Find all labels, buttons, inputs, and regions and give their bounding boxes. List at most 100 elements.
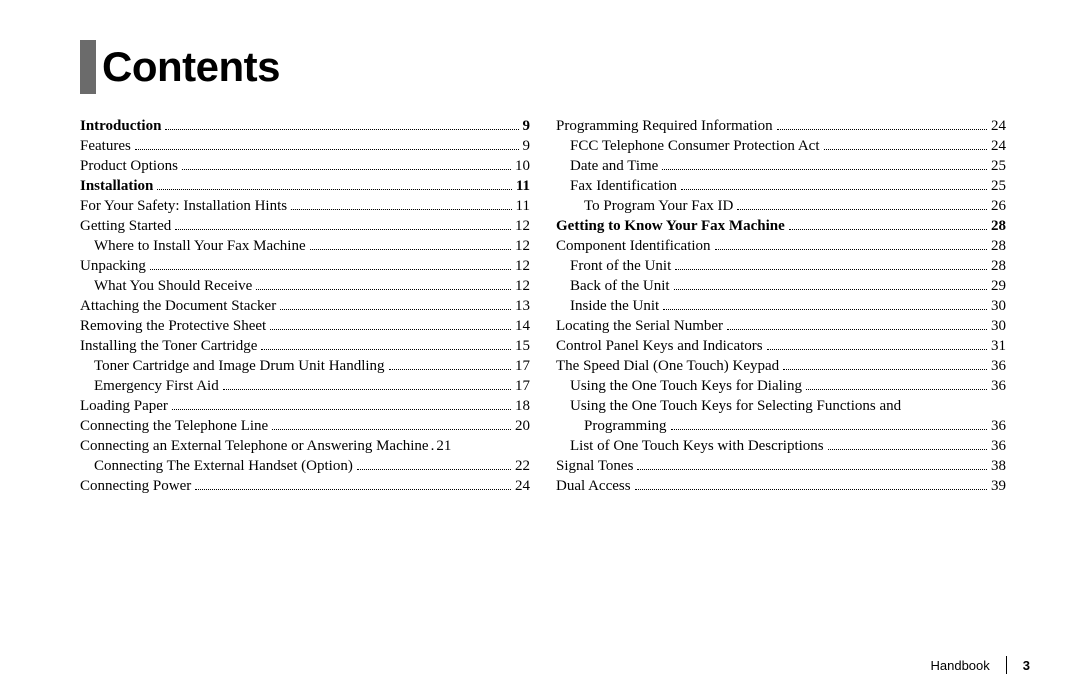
toc-leader-dots — [737, 200, 987, 210]
toc-label: Toner Cartridge and Image Drum Unit Hand… — [94, 356, 385, 376]
toc-label: FCC Telephone Consumer Protection Act — [570, 136, 820, 156]
footer-label: Handbook — [930, 658, 989, 673]
toc-leader-dots — [150, 260, 511, 270]
toc-leader-dots — [777, 120, 987, 130]
title-block: Contents — [80, 40, 1030, 94]
toc-entry: Programming36 — [556, 416, 1006, 436]
toc-leader-dots — [261, 340, 511, 350]
toc-leader-dots — [727, 320, 987, 330]
toc-page: 12 — [515, 256, 530, 276]
toc-entry: List of One Touch Keys with Descriptions… — [556, 436, 1006, 456]
toc-column-left: Introduction9Features9Product Options10I… — [80, 116, 530, 496]
toc-page: 13 — [515, 296, 530, 316]
toc-entry: To Program Your Fax ID26 — [556, 196, 1006, 216]
toc-label: Loading Paper — [80, 396, 168, 416]
toc-label: Installing the Toner Cartridge — [80, 336, 257, 356]
toc-label: Control Panel Keys and Indicators — [556, 336, 763, 356]
toc-entry: For Your Safety: Installation Hints11 — [80, 196, 530, 216]
toc-leader-dots — [280, 300, 511, 310]
toc-page: 36 — [991, 416, 1006, 436]
toc-page: 12 — [515, 276, 530, 296]
toc-label: For Your Safety: Installation Hints — [80, 196, 287, 216]
toc-label: Using the One Touch Keys for Selecting F… — [570, 396, 901, 416]
toc-entry: Getting Started12 — [80, 216, 530, 236]
toc-page: 28 — [991, 236, 1006, 256]
toc-leader-dots — [310, 240, 511, 250]
toc-page: 28 — [991, 256, 1006, 276]
toc-page: 22 — [515, 456, 530, 476]
toc-label: Back of the Unit — [570, 276, 670, 296]
page: Contents Introduction9Features9Product O… — [0, 0, 1080, 698]
toc-leader-dots — [135, 140, 519, 150]
toc-page: 24 — [991, 136, 1006, 156]
toc-entry: Dual Access 39 — [556, 476, 1006, 496]
toc-page: 10 — [515, 156, 530, 176]
toc-leader-dots — [783, 360, 987, 370]
toc-leader-dots — [789, 220, 987, 230]
toc-entry: Connecting The External Handset (Option)… — [80, 456, 530, 476]
toc-leader-dots — [256, 280, 511, 290]
toc-label: List of One Touch Keys with Descriptions — [570, 436, 824, 456]
toc-section-heading: Installation11 — [80, 176, 530, 196]
toc-label: The Speed Dial (One Touch) Keypad — [556, 356, 779, 376]
toc-entry: Connecting an External Telephone or Answ… — [80, 436, 530, 456]
toc-entry: Programming Required Information24 — [556, 116, 1006, 136]
toc-label: Attaching the Document Stacker — [80, 296, 276, 316]
toc-section-heading: Getting to Know Your Fax Machine28 — [556, 216, 1006, 236]
toc-entry: Inside the Unit 30 — [556, 296, 1006, 316]
toc-entry: The Speed Dial (One Touch) Keypad 36 — [556, 356, 1006, 376]
toc-leader-dots — [824, 140, 988, 150]
toc-label: Using the One Touch Keys for Dialing — [570, 376, 802, 396]
toc-leader-dots — [635, 480, 987, 490]
toc-page: 25 — [991, 176, 1006, 196]
toc-label: Inside the Unit — [570, 296, 659, 316]
toc-entry: Using the One Touch Keys for Dialing 36 — [556, 376, 1006, 396]
toc-leader-dots — [165, 120, 518, 130]
toc-leader-dots — [715, 240, 987, 250]
toc-entry: Installing the Toner Cartridge 15 — [80, 336, 530, 356]
toc-label: Date and Time — [570, 156, 658, 176]
toc-page: 30 — [991, 316, 1006, 336]
toc-entry: Toner Cartridge and Image Drum Unit Hand… — [80, 356, 530, 376]
toc-page: 39 — [991, 476, 1006, 496]
toc-label: Unpacking — [80, 256, 146, 276]
toc-entry: Connecting Power24 — [80, 476, 530, 496]
toc-label: Component Identification — [556, 236, 711, 256]
toc-entry: Loading Paper18 — [80, 396, 530, 416]
toc-leader-dots — [357, 460, 511, 470]
toc-page: 30 — [991, 296, 1006, 316]
toc-page: 15 — [515, 336, 530, 356]
toc-page: 36 — [991, 356, 1006, 376]
page-title: Contents — [102, 43, 280, 91]
toc-column-right: Programming Required Information24FCC Te… — [556, 116, 1006, 496]
toc-leader-dots — [828, 440, 987, 450]
toc-leader-dots — [675, 260, 987, 270]
toc-page: 9 — [523, 116, 531, 136]
toc-label: Removing the Protective Sheet — [80, 316, 266, 336]
toc-entry: Control Panel Keys and Indicators31 — [556, 336, 1006, 356]
toc-entry: Front of the Unit28 — [556, 256, 1006, 276]
toc-label: Dual Access — [556, 476, 631, 496]
toc-label: Programming Required Information — [556, 116, 773, 136]
toc-entry: Component Identification 28 — [556, 236, 1006, 256]
toc-leader-dots — [767, 340, 987, 350]
toc-leader-dots — [291, 200, 511, 210]
toc-leader-dots — [182, 160, 511, 170]
toc-label: Getting to Know Your Fax Machine — [556, 216, 785, 236]
toc-page: 9 — [523, 136, 531, 156]
toc-leader-dots — [663, 300, 987, 310]
toc-entry: Features9 — [80, 136, 530, 156]
toc-label: Introduction — [80, 116, 161, 136]
toc-label: Locating the Serial Number — [556, 316, 723, 336]
toc-label: Connecting Power — [80, 476, 191, 496]
toc-page: 29 — [991, 276, 1006, 296]
toc-entry: Emergency First Aid17 — [80, 376, 530, 396]
toc-page: 26 — [991, 196, 1006, 216]
toc-page: 25 — [991, 156, 1006, 176]
toc-label: Connecting an External Telephone or Answ… — [80, 436, 429, 456]
toc-leader-dots — [389, 360, 511, 370]
toc-label: Signal Tones — [556, 456, 633, 476]
toc-label: Connecting the Telephone Line — [80, 416, 268, 436]
toc-page: 36 — [991, 376, 1006, 396]
toc-leader-dots — [195, 480, 511, 490]
